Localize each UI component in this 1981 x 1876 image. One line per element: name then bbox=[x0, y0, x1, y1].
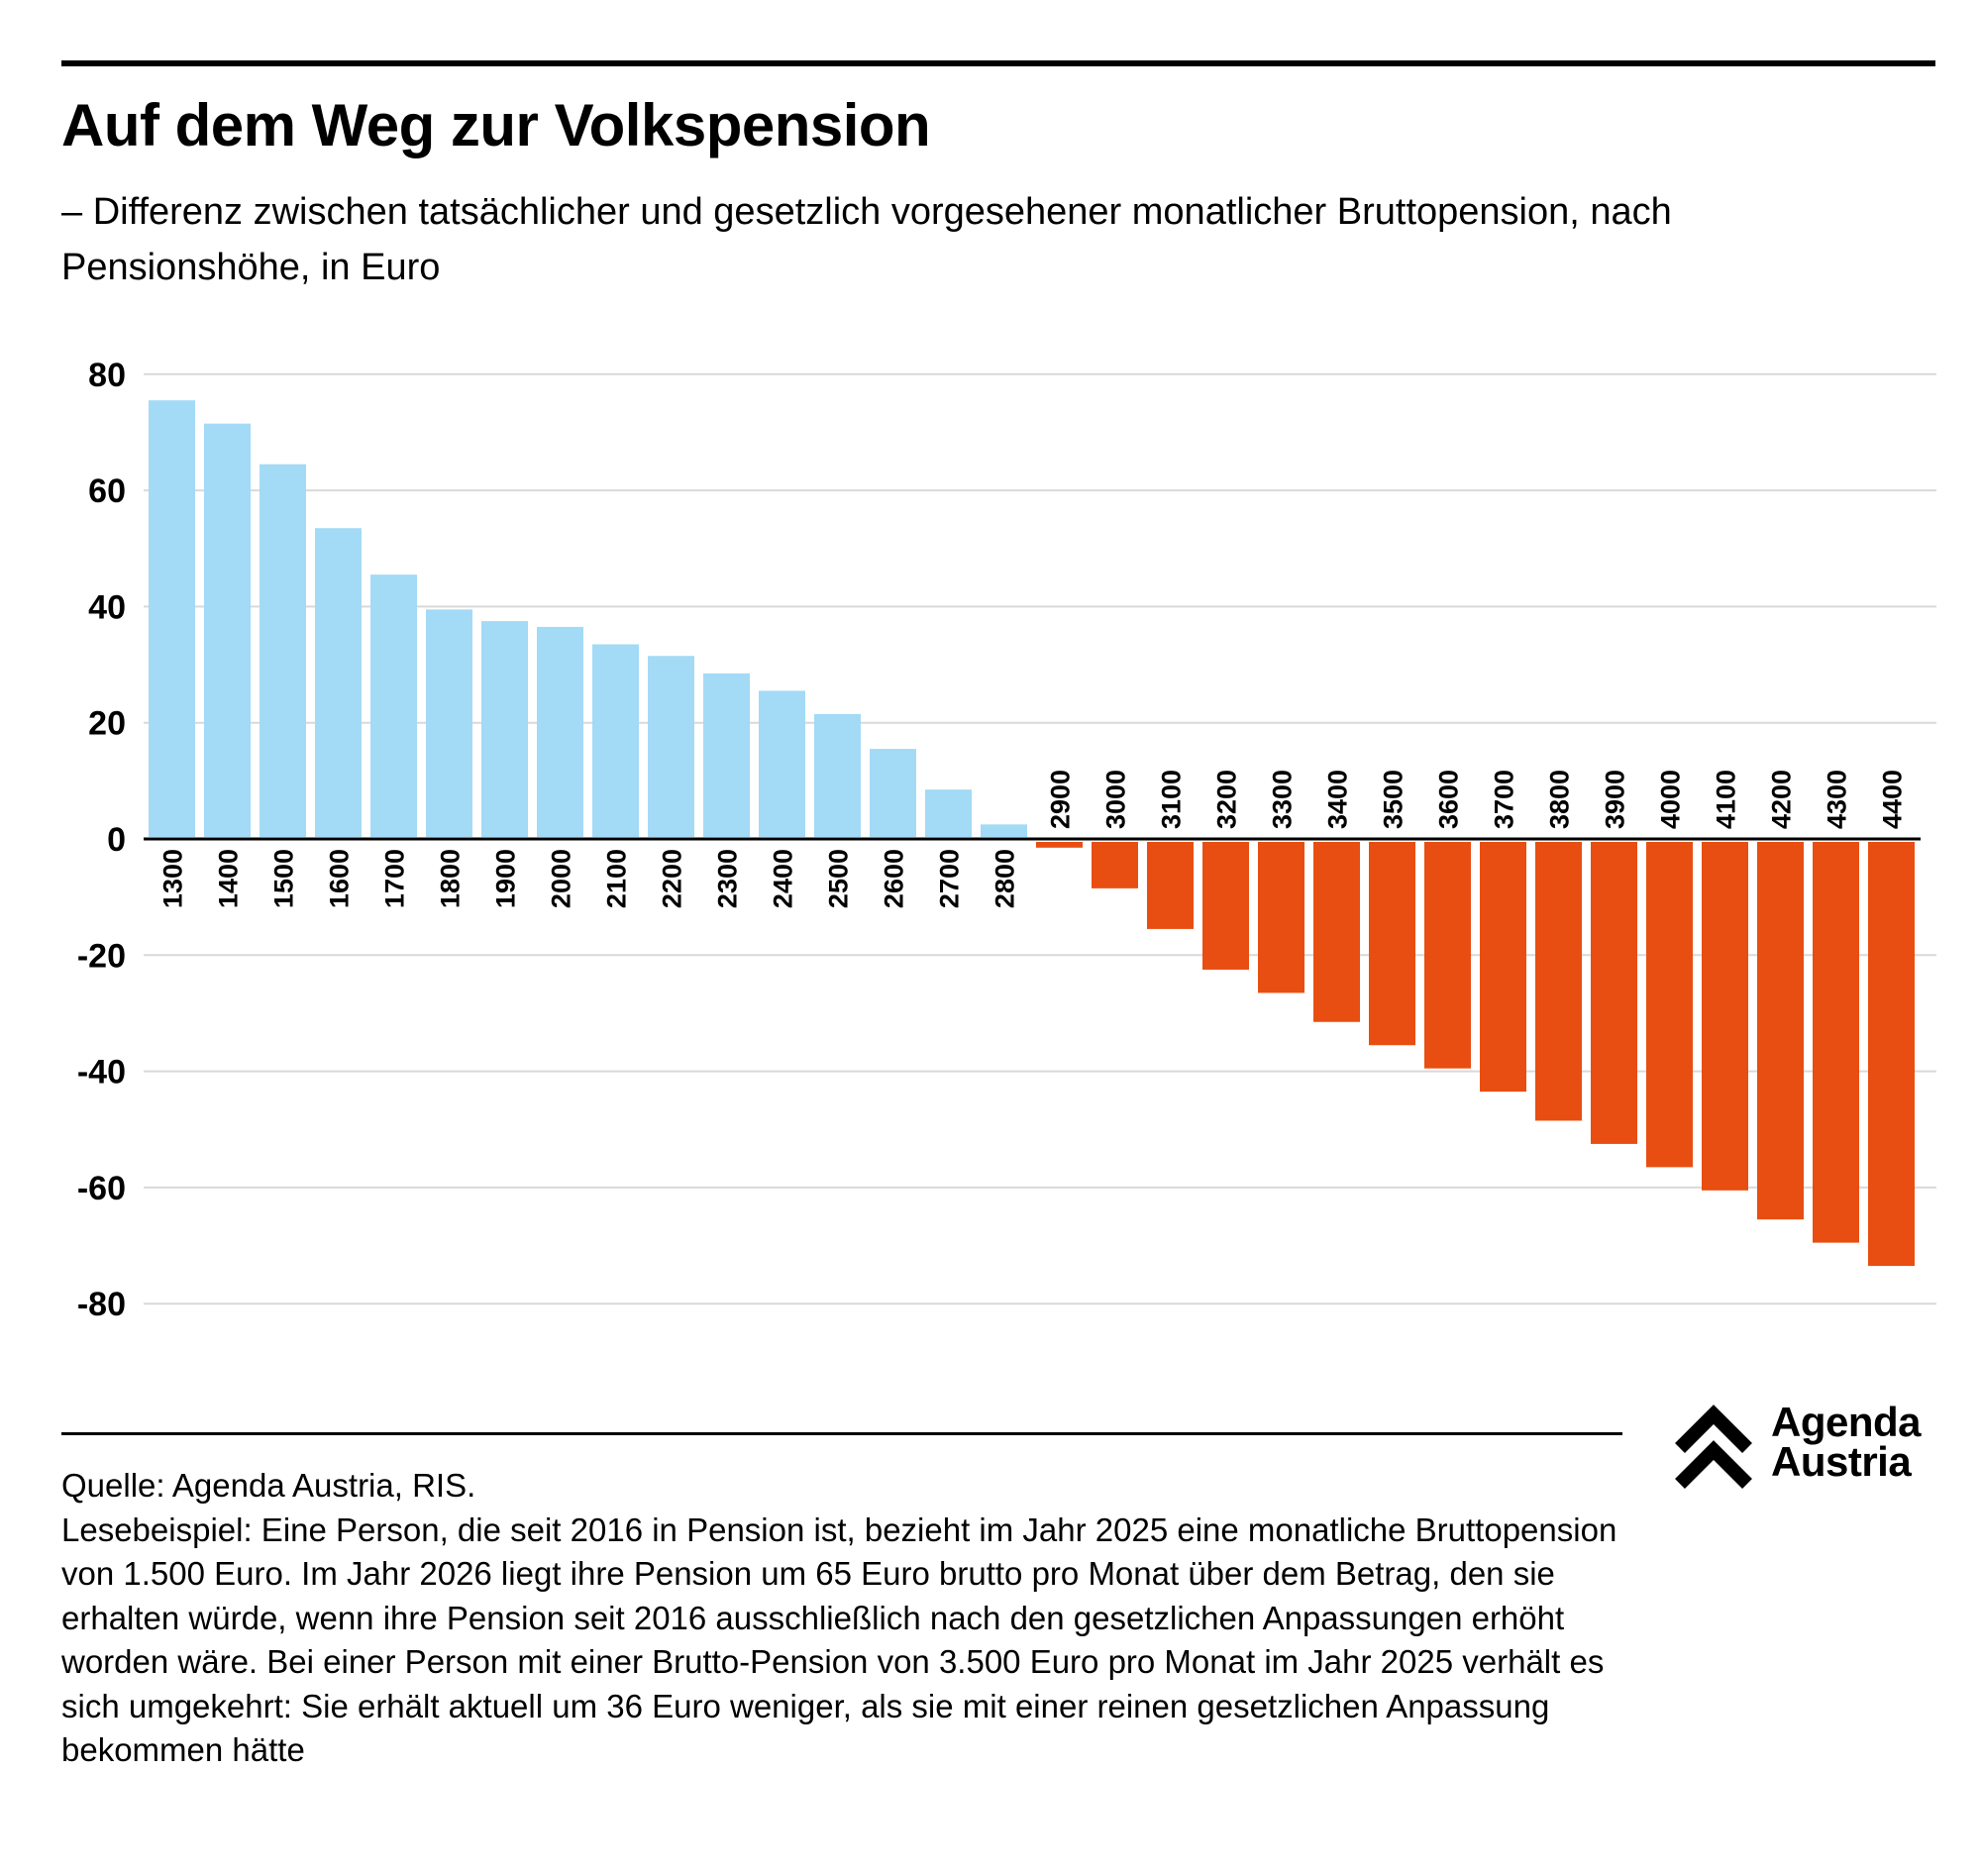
bar-2200 bbox=[648, 656, 694, 837]
bar-4200 bbox=[1757, 842, 1804, 1220]
x-tick-label: 2300 bbox=[713, 849, 743, 908]
y-tick-label: 0 bbox=[107, 821, 126, 859]
bar-1600 bbox=[315, 528, 362, 837]
x-tick-label: 3700 bbox=[1490, 770, 1519, 829]
y-tick-label: 20 bbox=[88, 705, 126, 743]
footer-rule bbox=[61, 1432, 1622, 1435]
bar-2300 bbox=[703, 673, 750, 837]
x-tick-label: 3200 bbox=[1212, 770, 1242, 829]
x-tick-label: 3400 bbox=[1323, 770, 1353, 829]
x-tick-label: 2900 bbox=[1046, 770, 1076, 829]
bar-1300 bbox=[149, 400, 195, 837]
x-tick-label: 1700 bbox=[380, 849, 410, 908]
bar-3300 bbox=[1258, 842, 1304, 993]
bar-2800 bbox=[981, 824, 1027, 837]
y-tick-label: -60 bbox=[77, 1170, 126, 1207]
x-tick-label: 1300 bbox=[158, 849, 188, 908]
x-tick-label: 4200 bbox=[1767, 770, 1797, 829]
x-tick-label: 4300 bbox=[1823, 770, 1852, 829]
bars bbox=[149, 400, 1915, 1267]
bar-3200 bbox=[1202, 842, 1249, 970]
x-tick-label: 2700 bbox=[935, 849, 965, 908]
logo-line-2: Austria bbox=[1771, 1438, 1912, 1485]
reading-example: Lesebeispiel: Eine Person, die seit 2016… bbox=[61, 1511, 1617, 1769]
bar-3800 bbox=[1535, 842, 1582, 1121]
x-tick-label: 1400 bbox=[214, 849, 244, 908]
x-tick-label: 4100 bbox=[1712, 770, 1741, 829]
bar-2000 bbox=[537, 626, 583, 837]
y-tick-label: -80 bbox=[77, 1286, 126, 1323]
bar-3600 bbox=[1424, 842, 1471, 1069]
x-tick-label: 3800 bbox=[1545, 770, 1575, 829]
x-tick-label: 3300 bbox=[1268, 770, 1298, 829]
bar-chart: 80 60 40 20 0 -20 -40 -60 -80 1300 1400 1500 1600 17… bbox=[77, 357, 1936, 1323]
agenda-austria-logo: Agenda Austria bbox=[1672, 1399, 1949, 1494]
bar-3100 bbox=[1147, 842, 1194, 929]
bar-4000 bbox=[1646, 842, 1693, 1168]
x-tick-label: 2100 bbox=[602, 849, 632, 908]
x-tick-label: 2800 bbox=[990, 849, 1020, 908]
x-tick-label: 1500 bbox=[269, 849, 299, 908]
bar-3900 bbox=[1591, 842, 1637, 1144]
bar-1700 bbox=[370, 574, 417, 837]
chart-title: Auf dem Weg zur Volkspension bbox=[61, 92, 931, 158]
bar-1400 bbox=[204, 423, 251, 837]
x-tick-label: 4000 bbox=[1656, 770, 1686, 829]
bar-3400 bbox=[1313, 842, 1360, 1022]
bar-2700 bbox=[925, 789, 972, 837]
x-tick-label: 2000 bbox=[547, 849, 576, 908]
x-tick-label: 2600 bbox=[880, 849, 909, 908]
bar-2500 bbox=[814, 713, 861, 837]
x-tick-label: 1900 bbox=[491, 849, 521, 908]
x-tick-label: 3900 bbox=[1601, 770, 1630, 829]
bar-2600 bbox=[870, 749, 916, 837]
x-tick-label: 1800 bbox=[436, 849, 466, 908]
chart-subtitle: – Differenz zwischen tatsächlicher und g… bbox=[61, 191, 1672, 288]
x-tick-label: 4400 bbox=[1878, 770, 1908, 829]
source-note: Quelle: Agenda Austria, RIS. bbox=[61, 1467, 476, 1504]
bar-4400 bbox=[1868, 842, 1915, 1267]
x-tick-label: 3500 bbox=[1379, 770, 1408, 829]
logo-line-1: Agenda bbox=[1771, 1399, 1922, 1445]
bar-3700 bbox=[1480, 842, 1526, 1093]
bar-3000 bbox=[1092, 842, 1138, 888]
x-tick-label: 3600 bbox=[1434, 770, 1464, 829]
x-tick-label: 3100 bbox=[1157, 770, 1187, 829]
bar-4100 bbox=[1702, 842, 1748, 1191]
x-tick-label: 3000 bbox=[1101, 770, 1131, 829]
y-tick-label: 60 bbox=[88, 472, 126, 510]
bar-1900 bbox=[481, 621, 528, 837]
bar-4300 bbox=[1813, 842, 1859, 1243]
bar-2900 bbox=[1036, 842, 1083, 848]
top-rule bbox=[61, 60, 1935, 66]
y-tick-label: 80 bbox=[88, 357, 126, 394]
y-tick-label: -40 bbox=[77, 1054, 126, 1092]
bar-1800 bbox=[426, 609, 472, 837]
y-tick-label: 40 bbox=[88, 588, 126, 626]
x-tick-label: 1600 bbox=[325, 849, 355, 908]
x-tick-label: 2500 bbox=[824, 849, 854, 908]
x-axis-labels: 1300 1400 1500 1600 1700 1800 1900 2000 2100 2200… bbox=[158, 770, 1908, 908]
footer: Quelle: Agenda Austria, RIS. Lesebeispie… bbox=[61, 1464, 1646, 1773]
double-chevron-up-icon bbox=[1675, 1405, 1752, 1489]
bar-1500 bbox=[260, 464, 306, 837]
x-tick-label: 2400 bbox=[769, 849, 798, 908]
y-tick-label: -20 bbox=[77, 937, 126, 975]
bar-2100 bbox=[592, 644, 639, 837]
logo-text: Agenda Austria bbox=[1771, 1399, 1922, 1485]
bar-3500 bbox=[1369, 842, 1415, 1046]
x-tick-label: 2200 bbox=[658, 849, 687, 908]
bar-2400 bbox=[759, 690, 805, 837]
y-axis-labels: 80 60 40 20 0 -20 -40 -60 -80 bbox=[77, 357, 126, 1323]
